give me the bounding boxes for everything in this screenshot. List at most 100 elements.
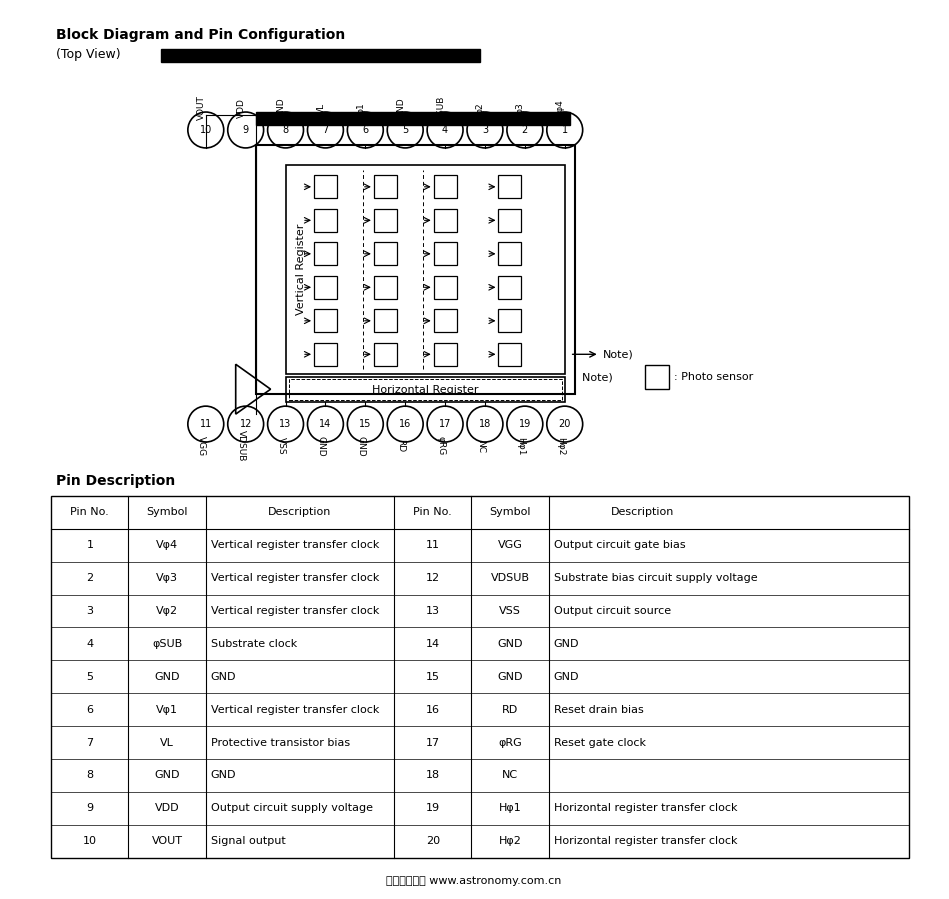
Text: Vertical register transfer clock: Vertical register transfer clock (211, 606, 379, 616)
Text: 1: 1 (86, 540, 93, 550)
Text: GND: GND (553, 639, 579, 649)
Text: Vφ4: Vφ4 (156, 540, 178, 550)
Text: VL: VL (160, 737, 174, 748)
Text: NC: NC (502, 770, 518, 780)
Bar (434, 276, 456, 298)
Text: 12: 12 (426, 573, 440, 583)
Text: GND: GND (497, 672, 523, 681)
Bar (255, 112, 569, 125)
Text: GND: GND (155, 672, 179, 681)
Bar (434, 343, 456, 366)
Bar (498, 243, 521, 265)
Text: 16: 16 (426, 705, 439, 715)
Text: φRG: φRG (437, 436, 445, 456)
Text: VOUT: VOUT (152, 836, 182, 846)
Text: Horizontal register transfer clock: Horizontal register transfer clock (553, 836, 737, 846)
Text: 19: 19 (426, 804, 440, 814)
Text: 5: 5 (402, 125, 408, 135)
Text: RD: RD (502, 705, 518, 715)
Bar (51, 496, 909, 858)
Text: 10: 10 (199, 125, 212, 135)
Bar (161, 49, 480, 62)
Text: 15: 15 (359, 419, 371, 429)
Text: 13: 13 (426, 606, 439, 616)
Bar (314, 209, 337, 232)
Bar (434, 209, 456, 232)
Text: 16: 16 (400, 419, 411, 429)
Text: 牞夫天文论坛 www.astronomy.com.cn: 牞夫天文论坛 www.astronomy.com.cn (386, 876, 562, 886)
Text: Pin No.: Pin No. (414, 507, 452, 517)
Bar (434, 175, 456, 199)
Text: GND: GND (316, 436, 326, 457)
Text: Hφ2: Hφ2 (498, 836, 521, 846)
Text: 14: 14 (426, 639, 440, 649)
Text: Reset gate clock: Reset gate clock (553, 737, 645, 748)
Text: Vφ1: Vφ1 (156, 705, 178, 715)
Text: Vφ3: Vφ3 (156, 573, 178, 583)
Text: Symbol: Symbol (490, 507, 530, 517)
Text: GND: GND (211, 672, 236, 681)
Bar (498, 209, 521, 232)
Text: Pin No.: Pin No. (70, 507, 109, 517)
Bar (498, 343, 521, 366)
Bar (374, 209, 397, 232)
Text: GND: GND (276, 98, 286, 119)
Text: VDD: VDD (155, 804, 179, 814)
Text: 2: 2 (522, 125, 528, 135)
Text: 7: 7 (323, 125, 328, 135)
Text: 1: 1 (562, 125, 568, 135)
Text: 8: 8 (283, 125, 288, 135)
Text: Symbol: Symbol (146, 507, 188, 517)
Text: 9: 9 (86, 804, 93, 814)
Text: Hφ1: Hφ1 (516, 437, 525, 455)
Text: VGG: VGG (196, 436, 206, 456)
Text: 4: 4 (442, 125, 448, 135)
Text: 7: 7 (86, 737, 93, 748)
Text: Vertical register transfer clock: Vertical register transfer clock (211, 540, 379, 550)
Text: Vertical register transfer clock: Vertical register transfer clock (211, 705, 379, 715)
Text: 11: 11 (199, 419, 212, 429)
Text: 20: 20 (426, 836, 440, 846)
Bar (314, 175, 337, 199)
Bar (374, 343, 397, 366)
Text: Signal output: Signal output (211, 836, 286, 846)
Text: Hφ1: Hφ1 (498, 804, 521, 814)
Bar (374, 175, 397, 199)
Text: 17: 17 (438, 419, 452, 429)
Text: VSS: VSS (276, 437, 286, 455)
Text: GND: GND (396, 98, 405, 119)
Text: : Photo sensor: : Photo sensor (675, 372, 754, 382)
Text: φRG: φRG (498, 737, 522, 748)
Text: NC: NC (476, 440, 485, 452)
Text: 3: 3 (482, 125, 488, 135)
Bar (286, 165, 565, 374)
Bar (498, 276, 521, 298)
Text: 20: 20 (559, 419, 571, 429)
Bar (314, 276, 337, 298)
Bar (644, 365, 669, 389)
Bar (255, 145, 575, 394)
Text: 3: 3 (86, 606, 93, 616)
Bar (314, 309, 337, 333)
Text: 17: 17 (426, 737, 440, 748)
Text: RD: RD (396, 440, 405, 452)
Text: φ1: φ1 (356, 102, 365, 114)
Text: 19: 19 (519, 419, 531, 429)
Text: 5: 5 (86, 672, 93, 681)
Text: VL: VL (316, 102, 326, 113)
Text: VOUT: VOUT (196, 95, 206, 120)
Text: Vφ4: Vφ4 (556, 99, 565, 117)
Bar (434, 309, 456, 333)
Text: Substrate clock: Substrate clock (211, 639, 297, 649)
Text: GND: GND (553, 672, 579, 681)
Bar (434, 243, 456, 265)
Bar (374, 309, 397, 333)
Text: Protective transistor bias: Protective transistor bias (211, 737, 349, 748)
Text: Vertical Register: Vertical Register (295, 224, 306, 316)
Text: Horizontal register transfer clock: Horizontal register transfer clock (553, 804, 737, 814)
Bar (498, 309, 521, 333)
Text: VSS: VSS (499, 606, 521, 616)
Text: GND: GND (155, 770, 179, 780)
Text: 18: 18 (426, 770, 440, 780)
Bar (314, 243, 337, 265)
